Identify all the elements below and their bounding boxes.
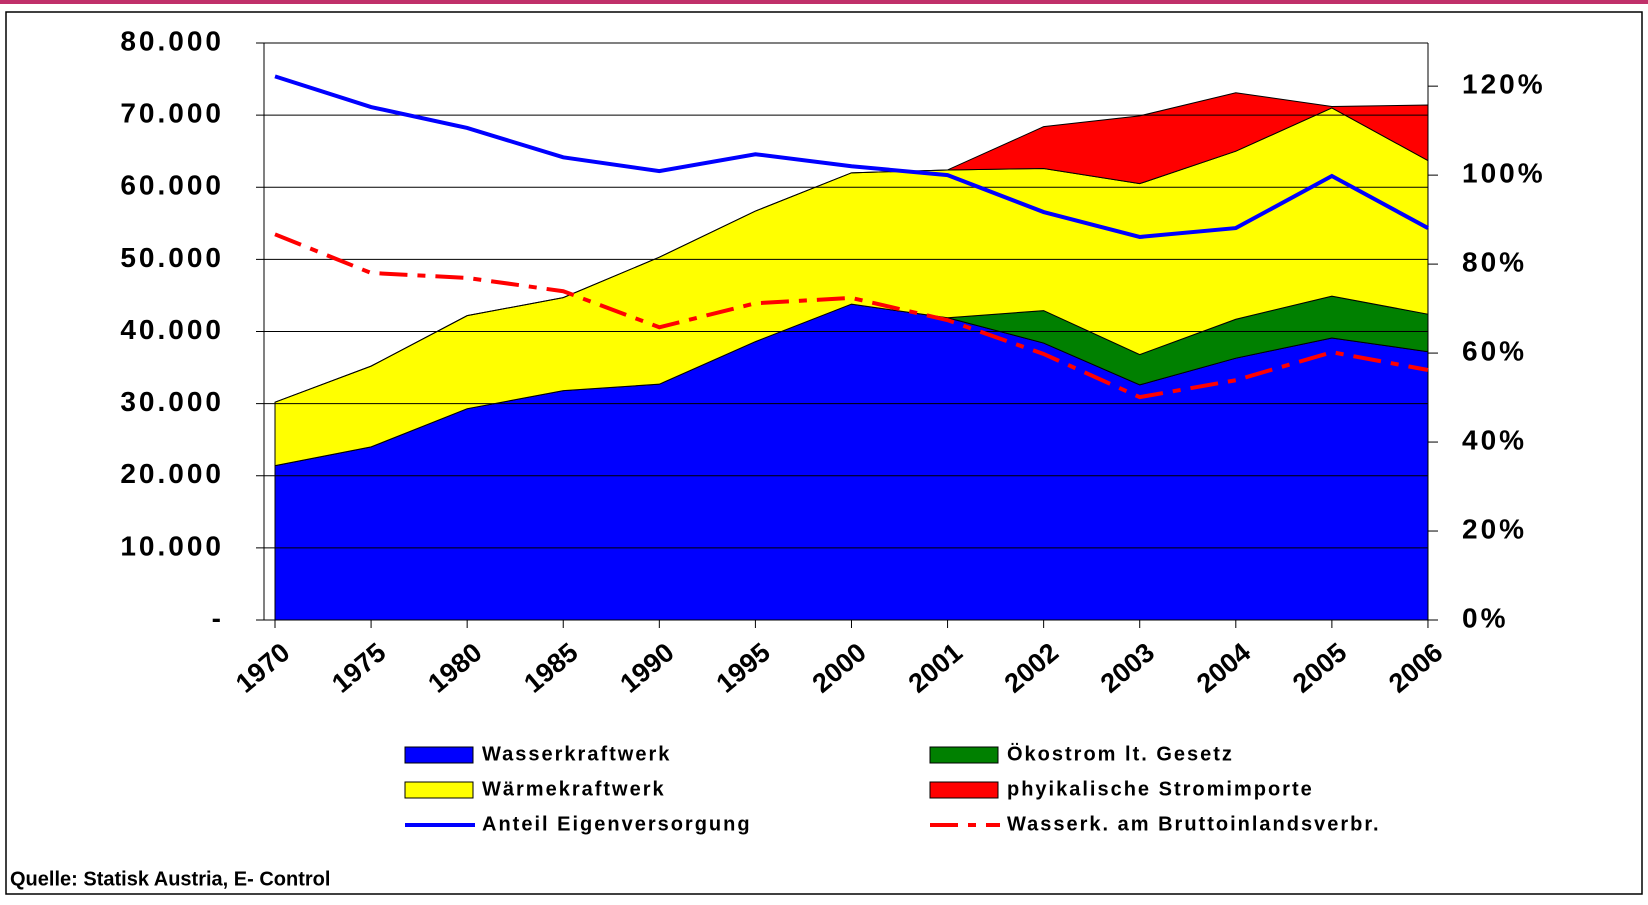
y2-tick-label: 0% — [1462, 602, 1508, 633]
legend-label: Wärmekraftwerk — [482, 778, 666, 800]
y-tick-label: 50.000 — [120, 242, 224, 273]
x-tick-label: 1970 — [230, 637, 295, 699]
y2-tick-label: 40% — [1462, 424, 1527, 455]
y-tick-label: 70.000 — [120, 98, 224, 129]
x-tick-label: 2006 — [1383, 637, 1448, 699]
y-tick-label: 80.000 — [120, 25, 224, 56]
legend-label: Ökostrom lt. Gesetz — [1007, 742, 1234, 765]
y2-tick-label: 120% — [1462, 69, 1546, 100]
legend-label: Anteil Eigenversorgung — [482, 813, 752, 835]
y-tick-label: 10.000 — [120, 530, 224, 561]
line — [274, 74, 1429, 239]
x-tick-label: 1985 — [518, 637, 583, 699]
y-tick-label: 60.000 — [120, 170, 224, 201]
y-tick-label: 40.000 — [120, 314, 224, 345]
legend-label: Wasserkraftwerk — [482, 743, 671, 765]
y-tick-label: 20.000 — [120, 458, 224, 489]
legend-label: Wasserk. am Bruttoinlandsverbr. — [1007, 813, 1381, 835]
x-tick-label: 2000 — [807, 637, 872, 699]
y2-tick-label: 100% — [1462, 158, 1546, 189]
x-tick-label: 2004 — [1191, 637, 1256, 699]
legend-swatch — [404, 746, 474, 764]
y2-tick-label: 60% — [1462, 335, 1527, 366]
frame — [5, 11, 1643, 895]
x-tick-label: 1980 — [422, 637, 487, 699]
y-tick-label: 30.000 — [120, 386, 224, 417]
x-tick-label: 1995 — [711, 637, 776, 699]
legend-swatch — [404, 781, 474, 799]
source: Quelle: Statisk Austria, E- Control — [10, 868, 330, 890]
legend-label: phyikalische Stromimporte — [1007, 778, 1314, 800]
top-band — [0, 0, 1648, 4]
legend-swatch — [929, 781, 999, 799]
x-tick-label: 1975 — [326, 637, 391, 699]
x-tick-label: 2005 — [1287, 637, 1352, 699]
x-tick-label: 2003 — [1095, 637, 1160, 699]
y-tick-label: - — [212, 602, 224, 633]
x-tick-label: 1990 — [614, 637, 679, 699]
x-tick-label: 2002 — [999, 637, 1064, 699]
y2-tick-label: 20% — [1462, 513, 1527, 544]
y2-tick-label: 80% — [1462, 246, 1527, 277]
x-tick-label: 2001 — [903, 637, 968, 699]
legend-swatch — [929, 746, 999, 764]
